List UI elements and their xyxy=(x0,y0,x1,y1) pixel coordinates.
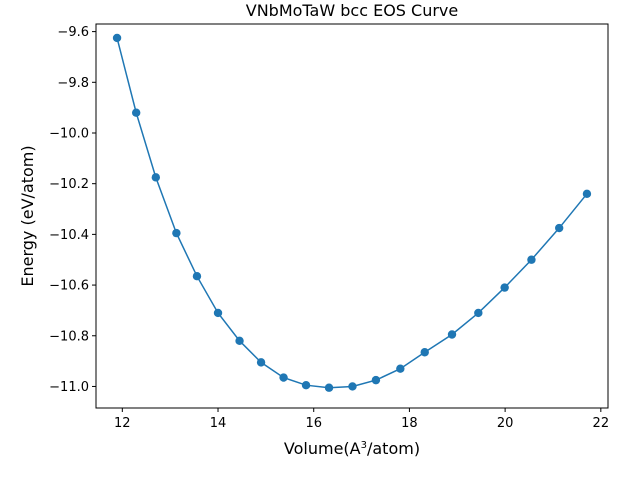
x-tick-label: 20 xyxy=(497,416,514,431)
y-tick-label: −10.8 xyxy=(49,329,89,344)
x-tick-label: 18 xyxy=(401,416,418,431)
y-tick-label: −11.0 xyxy=(49,380,89,395)
x-tick-label: 14 xyxy=(210,416,227,431)
x-axis-label-tail: /atom) xyxy=(367,439,420,458)
plot-frame xyxy=(95,23,609,409)
data-point xyxy=(192,271,202,281)
data-point xyxy=(213,308,223,318)
x-tick-label: 22 xyxy=(593,416,610,431)
data-layer xyxy=(112,33,592,392)
data-point xyxy=(500,283,509,292)
data-point xyxy=(447,330,457,339)
data-point xyxy=(172,228,181,238)
y-tick-label: −10.6 xyxy=(49,279,89,294)
y-tick-label: −10.2 xyxy=(49,177,89,192)
x-tick-label: 12 xyxy=(114,416,131,431)
x-axis-label-main: Volume(A xyxy=(284,439,361,458)
x-axis-label-sup: 3 xyxy=(361,440,367,451)
data-point xyxy=(301,380,311,390)
plot-area xyxy=(96,24,608,408)
data-point xyxy=(554,223,564,233)
data-point xyxy=(582,189,592,199)
data-point xyxy=(235,336,244,346)
data-point xyxy=(527,255,536,264)
y-tick-label: −9.6 xyxy=(57,25,89,40)
data-point xyxy=(396,364,405,373)
data-point xyxy=(112,33,122,43)
x-axis-label: Volume(A3/atom) xyxy=(284,439,420,458)
x-tick-label: 16 xyxy=(305,416,322,431)
y-tick-label: −10.4 xyxy=(49,228,89,243)
data-point xyxy=(420,348,429,357)
y-tick-label: −10.0 xyxy=(49,126,89,141)
data-point xyxy=(371,375,381,385)
data-point xyxy=(131,108,141,117)
data-point xyxy=(324,383,334,392)
y-axis-label: Energy (eV/atom) xyxy=(18,145,37,286)
data-point xyxy=(348,382,357,391)
data-point xyxy=(279,373,288,382)
chart-title: VNbMoTaW bcc EOS Curve xyxy=(246,1,458,20)
data-point xyxy=(256,358,266,367)
data-point xyxy=(151,173,161,182)
axes-layer: 12 14 16 18 20 22 −11.0 −10.8 −10.6 −10.4 −10.2 −10… xyxy=(49,25,609,431)
y-tick-label: −9.8 xyxy=(57,76,89,91)
data-point xyxy=(474,308,483,318)
